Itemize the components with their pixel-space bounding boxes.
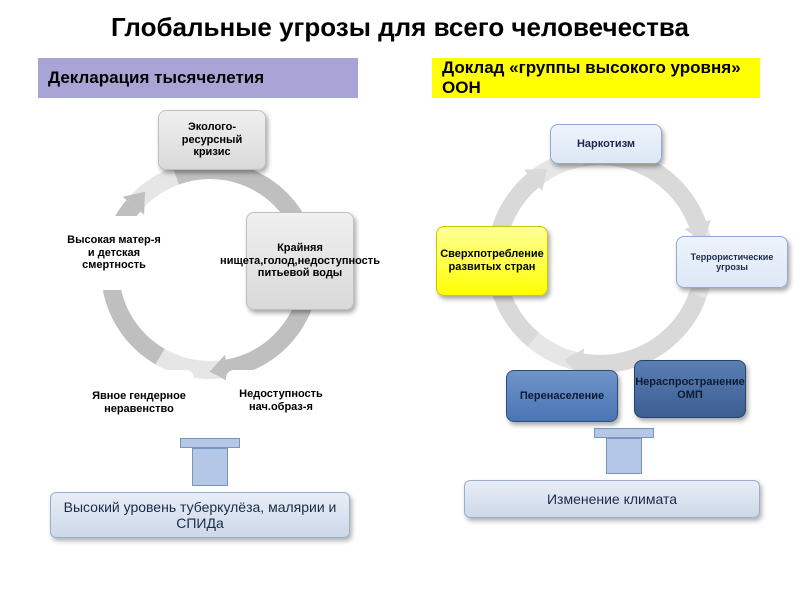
node-edu: Недоступность нач.образ-я (226, 370, 336, 432)
header-left: Декларация тысячелетия (38, 58, 358, 98)
pedestal-left (180, 438, 240, 486)
node-terror: Террористические угрозы (676, 236, 788, 288)
node-consume: Сверхпотребление развитых стран (436, 226, 548, 296)
bottom-right: Изменение климата (464, 480, 760, 518)
node-wmd: Нераспространение ОМП (634, 360, 746, 418)
pedestal-right (594, 428, 654, 474)
node-narco: Наркотизм (550, 124, 662, 164)
node-poverty: Крайняя нищета,голод,недоступность питье… (246, 212, 354, 310)
node-overpop: Перенаселение (506, 370, 618, 422)
bottom-left: Высокий уровень туберкулёза, малярии и С… (50, 492, 350, 538)
node-gender: Явное гендерное неравенство (84, 370, 194, 436)
page-title: Глобальные угрозы для всего человечества (0, 12, 800, 43)
header-right: Доклад «группы высокого уровня» ООН (432, 58, 760, 98)
node-eco: Эколого-ресурсный кризис (158, 110, 266, 170)
node-mortality: Высокая матер-я и детская смертность (60, 216, 168, 290)
